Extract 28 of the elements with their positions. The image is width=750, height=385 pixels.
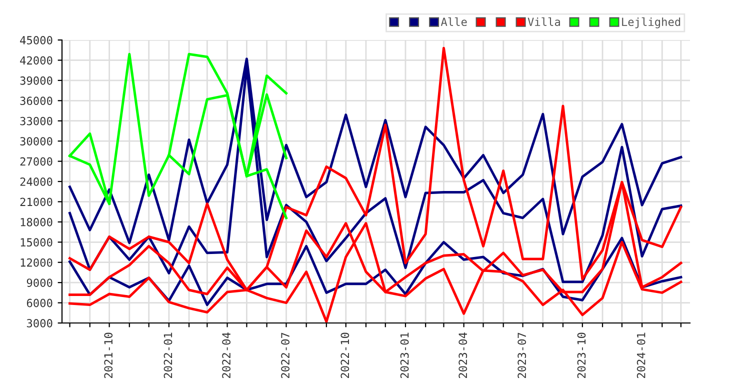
x-tick-label: 2022-07 <box>281 332 290 378</box>
x-tick-label: 2021-10 <box>104 332 113 378</box>
x-tick-label: 2023-07 <box>518 332 526 378</box>
y-tick-label: 36000 <box>20 96 52 106</box>
x-tick-label: 2023-01 <box>400 332 409 378</box>
y-tick-label: 33000 <box>20 116 52 126</box>
y-tick-label: 21000 <box>20 198 52 206</box>
x-tick-label: 2024-01 <box>636 332 646 378</box>
legend-label: Alle <box>440 17 467 26</box>
x-tick-label: 2022-01 <box>164 332 172 378</box>
x-tick-label: 2022-10 <box>340 332 350 378</box>
y-tick-label: 6000 <box>26 298 52 308</box>
y-tick-label: 42000 <box>20 56 52 65</box>
y-tick-label: 18000 <box>20 218 52 226</box>
y-tick-label: 9000 <box>26 278 52 287</box>
y-tick-label: 12000 <box>20 258 52 267</box>
y-tick-label: 27000 <box>20 157 52 166</box>
y-tick-label: 39000 <box>20 76 52 85</box>
y-tick-label: 30000 <box>20 137 52 146</box>
x-tick-label: 2022-04 <box>222 332 231 378</box>
y-tick-label: 15000 <box>20 238 52 247</box>
y-tick-label: 3000 <box>26 319 52 328</box>
legend-label: Villa <box>528 17 560 26</box>
legend-label: Lejlighed <box>622 17 680 28</box>
x-tick-label: 2023-04 <box>458 332 468 378</box>
y-tick-label: 24000 <box>20 178 52 186</box>
y-tick-label: 45000 <box>20 36 52 44</box>
x-tick-label: 2023-10 <box>577 332 586 378</box>
